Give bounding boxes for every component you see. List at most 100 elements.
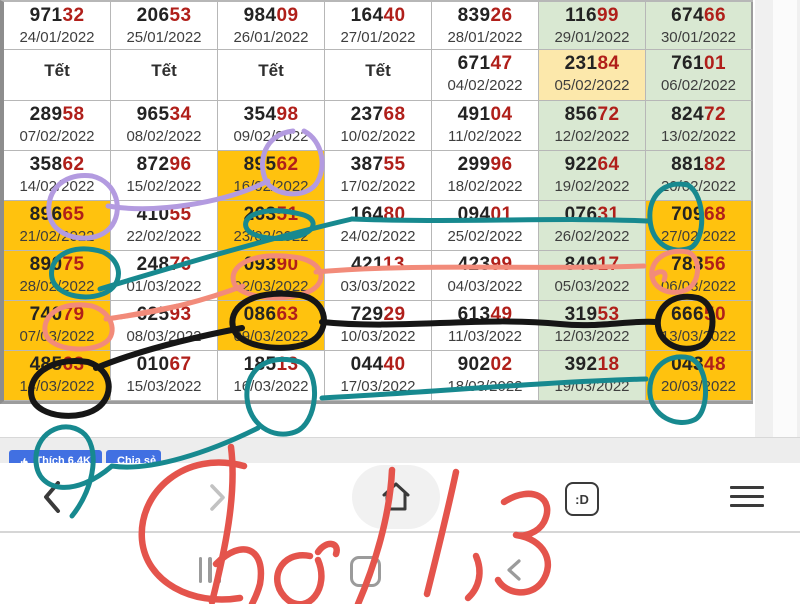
tet-label: Tết — [365, 61, 391, 80]
lottery-calendar: 97132 24/01/2022 20653 25/01/2022 98409 26/01… — [0, 0, 753, 404]
calendar-cell: 74079 07/03/2022 — [4, 301, 111, 351]
home-icon[interactable] — [379, 481, 413, 513]
result-date: 22/02/2022 — [126, 228, 202, 245]
result-date: 21/02/2022 — [19, 228, 95, 245]
result-number: 31953 — [564, 304, 620, 325]
result-number: 72929 — [350, 304, 406, 325]
calendar-cell: 16480 24/02/2022 — [325, 201, 432, 251]
result-date: 20/03/2022 — [660, 378, 737, 395]
calendar-cell: 23768 10/02/2022 — [325, 101, 432, 151]
result-number: 04440 — [350, 354, 406, 375]
result-number: 18513 — [243, 354, 299, 375]
menu-icon[interactable] — [730, 486, 764, 513]
result-date: 24/01/2022 — [19, 29, 95, 46]
result-date: 17/02/2022 — [340, 178, 416, 195]
calendar-cell: 70968 27/02/2022 — [646, 201, 753, 251]
calendar-cell: 18513 16/03/2022 — [218, 351, 325, 401]
result-number: 89665 — [29, 204, 85, 225]
tet-label: Tết — [44, 61, 70, 80]
calendar-cell: 76101 06/02/2022 — [646, 50, 753, 101]
result-date: 16/03/2022 — [233, 378, 309, 395]
result-date: 17/03/2022 — [340, 378, 416, 395]
result-date: 09/03/2022 — [233, 328, 309, 345]
result-date: 12/02/2022 — [554, 128, 630, 145]
result-date: 14/02/2022 — [19, 178, 95, 195]
calendar-cell: 97132 24/01/2022 — [4, 2, 111, 50]
calendar-cell: 92264 19/02/2022 — [539, 151, 646, 201]
result-date: 15/03/2022 — [126, 378, 202, 395]
scroll-gutter — [773, 0, 797, 437]
result-number: 61349 — [457, 304, 513, 325]
result-date: 03/03/2022 — [340, 278, 416, 295]
tet-label: Tết — [258, 61, 284, 80]
result-number: 11699 — [565, 5, 619, 26]
result-date: 15/02/2022 — [126, 178, 202, 195]
calendar-cell: 23184 05/02/2022 — [539, 50, 646, 101]
result-date: 14/03/2022 — [19, 378, 95, 395]
calendar-cell: 90202 18/03/2022 — [432, 351, 539, 401]
recent-apps-icon[interactable] — [199, 557, 222, 583]
forward-icon[interactable] — [210, 484, 226, 511]
result-number: 35498 — [243, 104, 299, 125]
result-number: 76101 — [671, 53, 726, 74]
calendar-cell: 28958 07/02/2022 — [4, 101, 111, 151]
calendar-cell: 83926 28/01/2022 — [432, 2, 539, 50]
tabs-icon[interactable]: :D — [565, 482, 599, 516]
thumbs-up-icon — [20, 457, 29, 464]
result-date: 25/01/2022 — [126, 29, 202, 46]
result-date: 06/03/2022 — [660, 278, 737, 295]
result-date: 04/02/2022 — [447, 77, 523, 94]
calendar-cell: 98409 26/01/2022 — [218, 2, 325, 50]
share-button[interactable]: Chia sẻ — [106, 450, 161, 464]
calendar-cell: 88182 20/02/2022 — [646, 151, 753, 201]
result-date: 05/03/2022 — [554, 278, 630, 295]
tet-label: Tết — [151, 61, 177, 80]
result-date: 07/03/2022 — [19, 328, 95, 345]
result-date: 18/02/2022 — [447, 178, 523, 195]
nav-back-icon[interactable] — [506, 559, 522, 581]
calendar-cell: Tết — [218, 50, 325, 101]
result-number: 04348 — [671, 354, 726, 375]
result-number: 84917 — [564, 254, 620, 275]
result-date: 04/03/2022 — [447, 278, 523, 295]
result-number: 78356 — [671, 254, 726, 275]
calendar-cell: 31953 12/03/2022 — [539, 301, 646, 351]
result-date: 13/03/2022 — [660, 328, 737, 345]
calendar-cell: 29996 18/02/2022 — [432, 151, 539, 201]
calendar-cell: 09401 25/02/2022 — [432, 201, 539, 251]
calendar-cell: 24876 01/03/2022 — [111, 251, 218, 301]
nav-home-icon[interactable] — [350, 556, 381, 587]
result-number: 67466 — [671, 5, 726, 26]
result-number: 89075 — [29, 254, 85, 275]
result-date: 13/02/2022 — [660, 128, 737, 145]
calendar-cell: 42113 03/03/2022 — [325, 251, 432, 301]
calendar-cell: 38755 17/02/2022 — [325, 151, 432, 201]
result-date: 28/01/2022 — [447, 29, 523, 46]
back-icon[interactable] — [43, 481, 61, 513]
result-date: 05/02/2022 — [554, 77, 630, 94]
calendar-cell: 67466 30/01/2022 — [646, 2, 753, 50]
result-date: 10/02/2022 — [340, 128, 416, 145]
result-number: 98409 — [243, 5, 299, 26]
calendar-cell: 04348 20/03/2022 — [646, 351, 753, 401]
result-date: 26/02/2022 — [554, 228, 630, 245]
calendar-cell: 61349 11/03/2022 — [432, 301, 539, 351]
calendar-cell: 41055 22/02/2022 — [111, 201, 218, 251]
like-button[interactable]: Thích 6,4K — [9, 450, 102, 464]
result-number: 38755 — [350, 154, 406, 175]
calendar-cell: 78356 06/03/2022 — [646, 251, 753, 301]
result-date: 18/03/2022 — [447, 378, 523, 395]
calendar-cell: Tết — [325, 50, 432, 101]
result-number: 23768 — [350, 104, 406, 125]
calendar-cell: 67147 04/02/2022 — [432, 50, 539, 101]
result-number: 85672 — [564, 104, 620, 125]
result-date: 25/02/2022 — [447, 228, 523, 245]
tabs-icon-label: :D — [575, 491, 589, 507]
result-date: 30/01/2022 — [660, 29, 737, 46]
result-number: 97132 — [29, 5, 85, 26]
result-number: 35862 — [29, 154, 85, 175]
result-number: 29996 — [457, 154, 513, 175]
calendar-cell: Tết — [4, 50, 111, 101]
result-date: 28/02/2022 — [19, 278, 95, 295]
calendar-cell: 48563 14/03/2022 — [4, 351, 111, 401]
